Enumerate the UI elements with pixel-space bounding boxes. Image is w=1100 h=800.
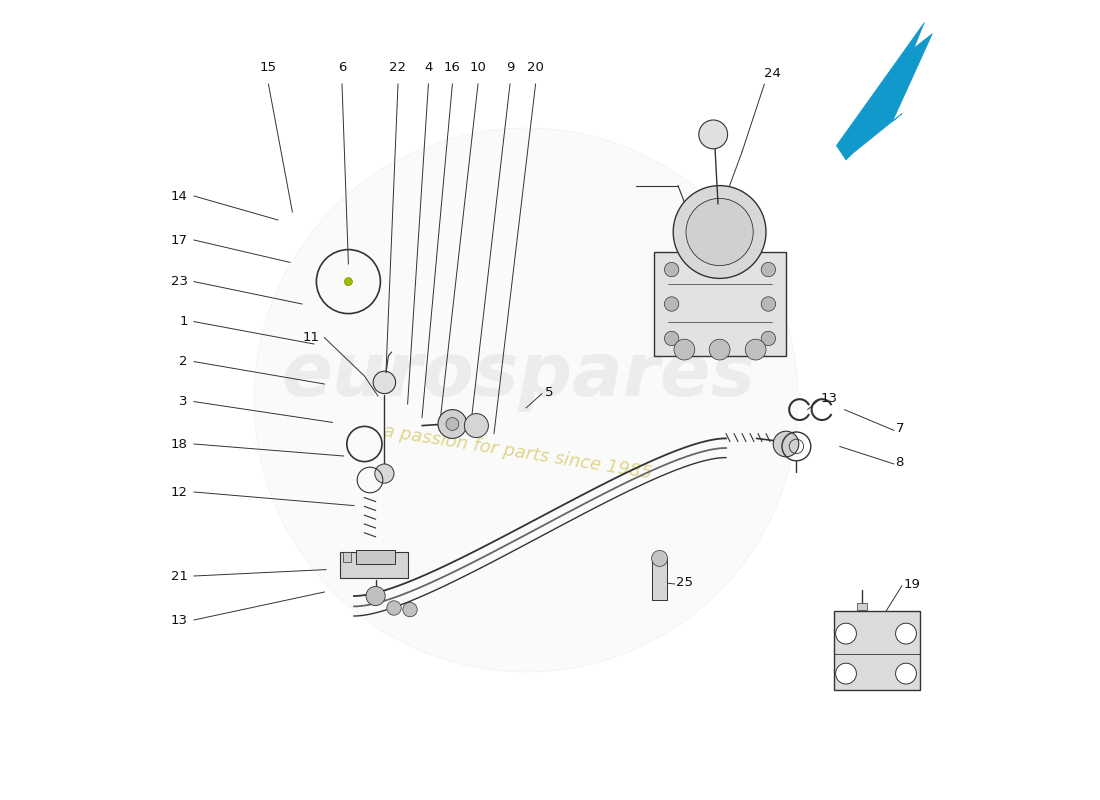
- Circle shape: [373, 371, 396, 394]
- Bar: [857, 603, 867, 610]
- Circle shape: [745, 339, 766, 360]
- Text: 8: 8: [895, 456, 904, 469]
- Text: 20: 20: [527, 62, 544, 74]
- Text: 19: 19: [903, 578, 921, 590]
- Text: 9: 9: [506, 62, 514, 74]
- Text: 11: 11: [302, 331, 320, 344]
- Circle shape: [375, 464, 394, 483]
- Text: a passion for parts since 1985: a passion for parts since 1985: [383, 422, 653, 482]
- Text: 3: 3: [179, 395, 188, 408]
- Bar: [343, 552, 351, 562]
- Text: 25: 25: [676, 576, 693, 589]
- Circle shape: [254, 128, 798, 672]
- Text: 7: 7: [895, 422, 904, 435]
- Circle shape: [686, 198, 754, 266]
- Circle shape: [446, 418, 459, 430]
- Circle shape: [387, 601, 402, 615]
- Circle shape: [773, 431, 799, 457]
- Bar: [654, 252, 786, 356]
- Text: 16: 16: [444, 62, 461, 74]
- Circle shape: [403, 602, 417, 617]
- Circle shape: [836, 663, 857, 684]
- Polygon shape: [340, 552, 408, 578]
- Text: 21: 21: [170, 570, 188, 582]
- Circle shape: [366, 586, 385, 606]
- Circle shape: [761, 262, 776, 277]
- Bar: [652, 558, 667, 600]
- Text: 13: 13: [170, 614, 188, 626]
- Text: 15: 15: [260, 62, 277, 74]
- Text: 22: 22: [389, 62, 407, 74]
- Circle shape: [895, 623, 916, 644]
- Text: 14: 14: [170, 190, 188, 202]
- Text: 6: 6: [338, 62, 346, 74]
- Text: 4: 4: [425, 62, 432, 74]
- Text: eurospares: eurospares: [280, 339, 755, 413]
- Circle shape: [761, 297, 776, 311]
- Circle shape: [664, 297, 679, 311]
- Circle shape: [438, 410, 466, 438]
- Circle shape: [344, 278, 352, 286]
- Text: 18: 18: [170, 438, 188, 450]
- Circle shape: [761, 331, 776, 346]
- Text: 23: 23: [170, 275, 188, 288]
- Text: 10: 10: [470, 62, 486, 74]
- Circle shape: [710, 339, 730, 360]
- Circle shape: [895, 663, 916, 684]
- Bar: [356, 550, 395, 564]
- Circle shape: [698, 120, 727, 149]
- Circle shape: [651, 550, 668, 566]
- Circle shape: [674, 339, 695, 360]
- Text: 1: 1: [179, 315, 188, 328]
- Polygon shape: [836, 22, 933, 160]
- Circle shape: [836, 623, 857, 644]
- Text: 13: 13: [821, 392, 837, 405]
- Text: 24: 24: [764, 67, 781, 80]
- Bar: [834, 611, 921, 690]
- Text: 5: 5: [546, 386, 553, 398]
- Text: 12: 12: [170, 486, 188, 498]
- Circle shape: [664, 262, 679, 277]
- Circle shape: [673, 186, 766, 278]
- Circle shape: [464, 414, 488, 438]
- Circle shape: [664, 331, 679, 346]
- Text: 2: 2: [179, 355, 188, 368]
- Text: 17: 17: [170, 234, 188, 246]
